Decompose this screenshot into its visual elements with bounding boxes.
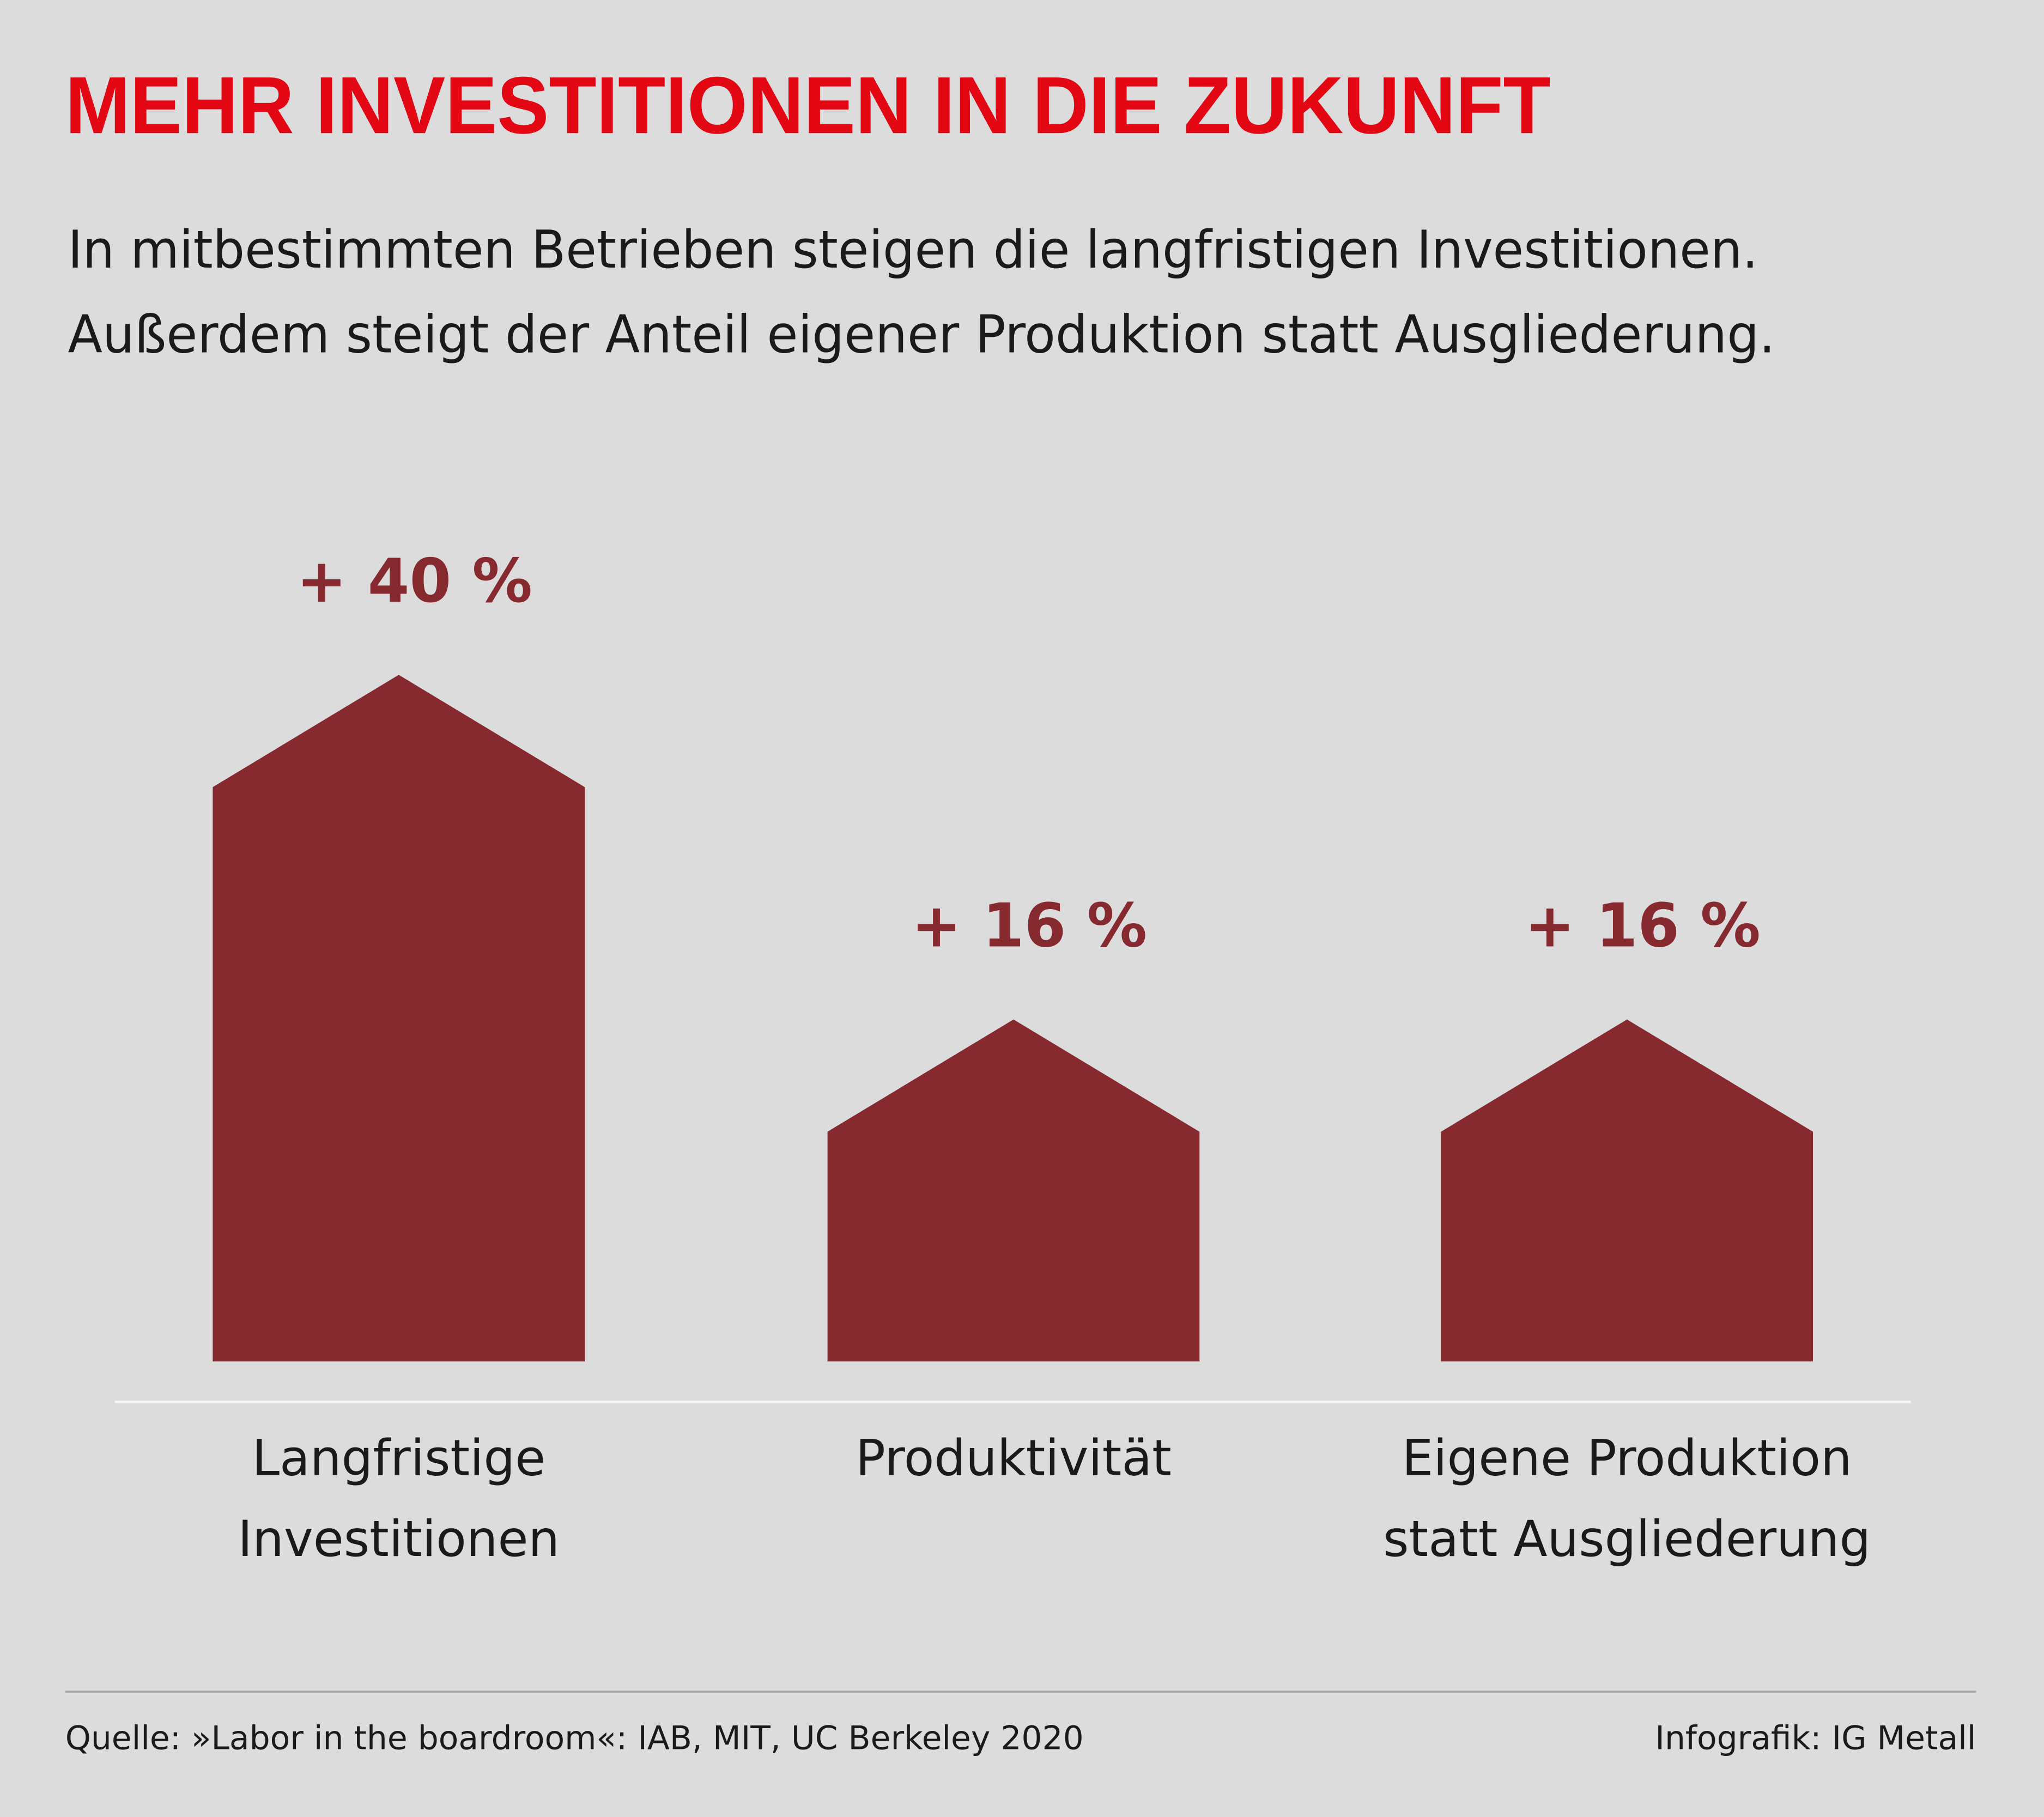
bar xyxy=(827,1019,1200,1362)
credit: Infografik: IG Metall xyxy=(1655,1719,1976,1757)
value-label: + 16 % xyxy=(911,891,1147,960)
x-tick-label: Langfristige Investitionen xyxy=(238,1430,560,1567)
chart-title: MEHR INVESTITIONEN IN DIE ZUKUNFT xyxy=(65,60,1551,150)
subtitle: In mitbestimmten Betrieben steigen die l… xyxy=(68,219,1758,280)
subtitle: Außerdem steigt der Anteil eigener Produ… xyxy=(68,304,1775,365)
source: Quelle: »Labor in the boardroom«: IAB, M… xyxy=(65,1719,1084,1757)
x-tick-label: Produktivität xyxy=(856,1430,1172,1487)
value-label: + 40 % xyxy=(296,546,532,616)
x-tick-label: Eigene Produktion statt Ausgliederung xyxy=(1383,1430,1871,1567)
bar xyxy=(213,675,585,1362)
bar xyxy=(1441,1019,1813,1362)
value-label: + 16 % xyxy=(1525,891,1761,960)
